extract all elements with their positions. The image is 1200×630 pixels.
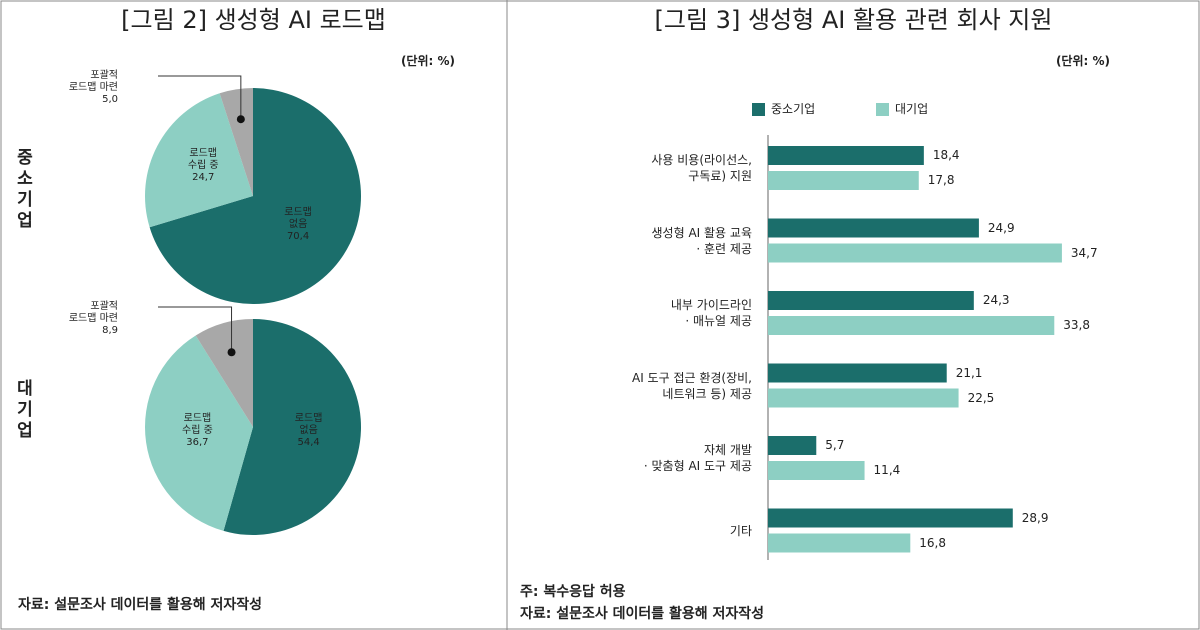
category-label: AI 도구 접근 환경(장비, 네트워크 등) 제공	[631, 370, 752, 401]
bar	[768, 533, 911, 553]
slice-category: 로드맵 없음	[294, 412, 323, 436]
slice-label: 로드맵 수립 중 24,7	[163, 148, 243, 184]
value-label: 16,8	[919, 535, 946, 550]
value-label: 22,5	[967, 390, 995, 405]
category-label: 사용 비용(라이선스, 구독료) 지원	[651, 153, 752, 184]
value-label: 5,7	[825, 438, 845, 452]
source-note: 자료: 설문조사 데이터를 활용해 저자작성	[520, 606, 765, 622]
legend-label: 중소기업	[771, 102, 816, 116]
slice-value: 36,7	[186, 436, 209, 448]
legend-swatch	[876, 103, 889, 116]
slice-label: 로드맵 없음 70,4	[258, 207, 338, 243]
bar	[768, 243, 1062, 263]
leader-dot	[227, 348, 236, 357]
bar	[768, 316, 1055, 335]
bar	[768, 436, 817, 455]
slice-label: 로드맵 수립 중 36,7	[157, 413, 237, 449]
slice-value: 24,7	[192, 171, 215, 183]
slice-value: 5,0	[102, 94, 118, 105]
category-label: 자체 개발 · 맞춤형 AI 도구 제공	[643, 443, 752, 474]
note: 주: 복수응답 허용	[520, 584, 626, 600]
bar	[768, 363, 947, 383]
pie-slice	[144, 335, 253, 531]
value-label: 28,9	[1021, 510, 1049, 525]
category-label: 생성형 AI 활용 교육 · 훈련 제공	[651, 225, 752, 256]
slice-value: 70,4	[286, 231, 310, 243]
leader-dot	[236, 115, 245, 124]
bar	[768, 146, 924, 165]
bar	[768, 508, 1013, 528]
leader-line	[158, 306, 233, 353]
value-label: 34,7	[1070, 245, 1098, 260]
value-label: 17,8	[927, 173, 955, 187]
value-label: 24,3	[982, 293, 1010, 307]
unit-label: (단위: %)	[400, 54, 455, 68]
value-label: 24,9	[987, 220, 1015, 235]
slice-category: 포괄적 로드맵 마련	[68, 70, 118, 93]
slice-category: 로드맵 수립 중	[182, 412, 213, 436]
category-label: 내부 가이드라인 · 매뉴얼 제공	[670, 298, 752, 329]
pie-label: 대기업	[12, 379, 33, 442]
value-label: 11,4	[873, 463, 901, 477]
pie-label: 중소기업	[12, 148, 33, 232]
chart-title: [그림 2] 생성형 AI 로드맵	[121, 6, 386, 34]
bar	[768, 171, 919, 190]
slice-label: 포괄적 로드맵 마련 8,9	[38, 301, 118, 337]
slice-label: 로드맵 없음 54,4	[269, 413, 349, 449]
slice-category: 로드맵 수립 중	[187, 147, 219, 171]
value-label: 18,4	[932, 148, 960, 162]
leader-line	[158, 75, 242, 120]
value-label: 33,8	[1063, 318, 1090, 332]
source-note: 자료: 설문조사 데이터를 활용해 저자작성	[18, 597, 263, 613]
slice-value: 8,9	[102, 325, 118, 336]
pie-slice	[145, 93, 253, 228]
bar	[768, 388, 959, 408]
bar	[768, 461, 865, 480]
pie-slice	[149, 88, 362, 304]
slice-label: 포괄적 로드맵 마련 5,0	[38, 70, 118, 106]
pie-slice	[195, 319, 253, 427]
slice-value: 54,4	[297, 436, 320, 448]
chart-title: [그림 3] 생성형 AI 활용 관련 회사 지원	[654, 6, 1053, 34]
bar	[768, 218, 979, 238]
category-label: 기타	[729, 523, 752, 538]
pie-slice	[223, 319, 361, 535]
value-label: 21,1	[955, 365, 983, 380]
pie-slice	[219, 88, 253, 196]
bar	[768, 291, 974, 310]
legend-label: 대기업	[895, 102, 929, 116]
slice-category: 포괄적 로드맵 마련	[68, 301, 118, 324]
unit-label: (단위: %)	[1055, 54, 1110, 68]
slice-category: 로드맵 없음	[284, 207, 312, 231]
legend-swatch	[752, 103, 765, 116]
